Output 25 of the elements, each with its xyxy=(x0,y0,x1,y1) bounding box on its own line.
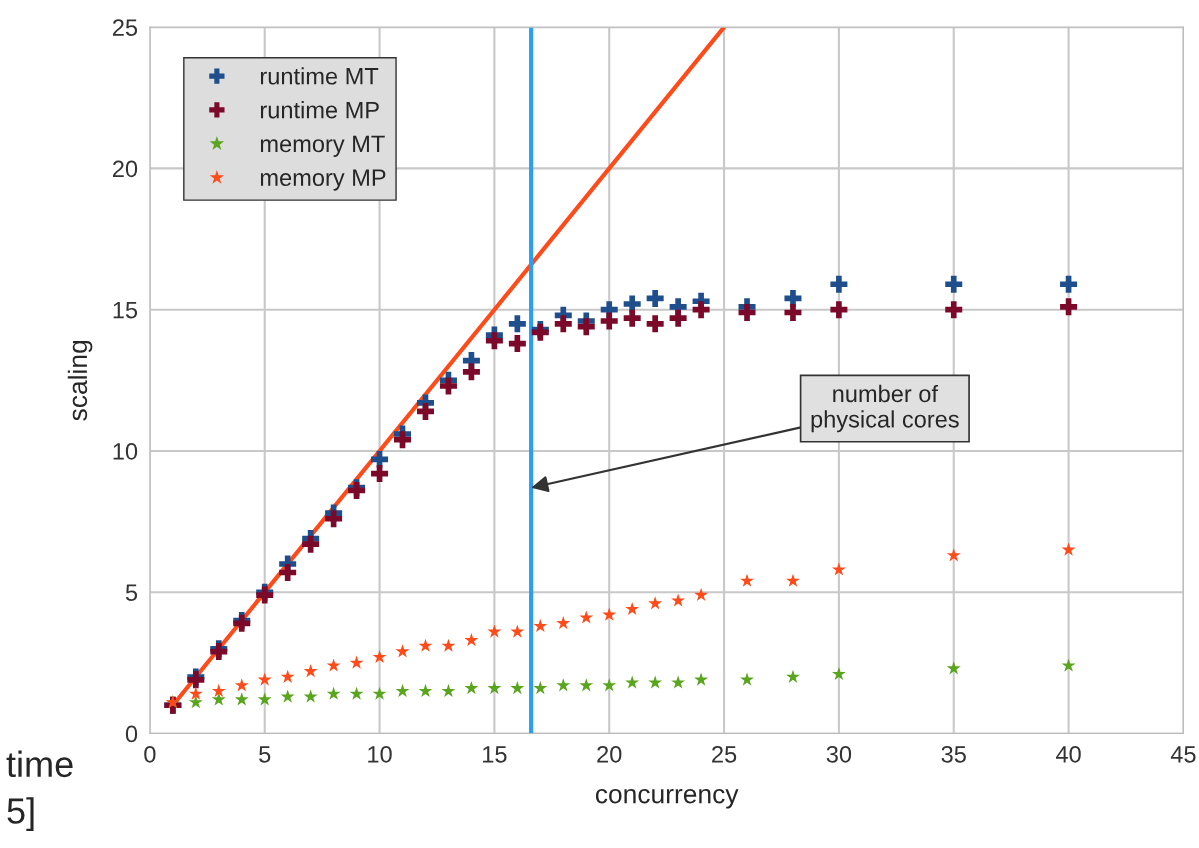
text: 5] xyxy=(7,797,34,831)
annotation: number of physical cores xyxy=(811,384,959,433)
x-tick-label: 0 xyxy=(144,745,156,763)
x-tick-label: 30 xyxy=(826,745,852,763)
text: time xyxy=(6,750,73,778)
y-tick-label: 25 xyxy=(113,19,138,36)
x-tick-label: 40 xyxy=(1055,745,1081,763)
y-tick-label: 20 xyxy=(113,160,138,178)
y-axis-title: scaling xyxy=(67,340,93,421)
x-tick-label: 35 xyxy=(941,745,966,763)
x-tick-label: 5 xyxy=(259,746,271,763)
x-tick-label: 10 xyxy=(368,745,392,763)
x-tick-label: 25 xyxy=(712,745,737,763)
x-axis-title: concurrency xyxy=(595,788,739,809)
y-tick-label: 5 xyxy=(125,584,138,602)
legend-label: runtime MP xyxy=(260,101,379,119)
y-tick-label: 10 xyxy=(113,443,138,460)
x-tick-label: 15 xyxy=(483,746,507,763)
x-tick-label: 45 xyxy=(1170,746,1196,763)
y-tick-label: 15 xyxy=(113,302,138,319)
legend-label: runtime MT xyxy=(260,67,379,85)
x-tick-label: 20 xyxy=(597,745,622,763)
y-tick-label: 0 xyxy=(125,725,138,743)
legend-label: memory MT xyxy=(260,135,385,157)
legend-label: memory MP xyxy=(260,169,386,191)
